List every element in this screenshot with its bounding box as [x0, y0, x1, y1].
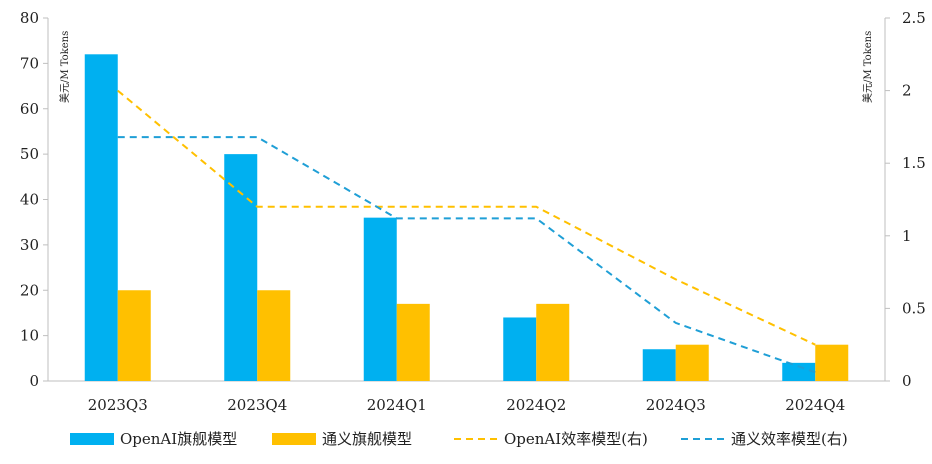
legend: OpenAI旗舰模型 通义旗舰模型 OpenAI效率模型(右) 通义效率模型(右): [70, 430, 848, 448]
legend-swatch: [272, 433, 316, 445]
legend-swatch: [70, 433, 114, 445]
left-tick-label: 30: [20, 236, 39, 254]
category-label: 2023Q4: [227, 396, 287, 414]
bar-tongyi-flagship: [257, 290, 291, 381]
tick-labels: 0 10 20 30 40 50 60 70 80 0 0.5 1 1.5 2 2.5 2023Q3 2023Q…: [20, 9, 926, 414]
bars: [84, 54, 849, 382]
legend-item: 通义旗舰模型: [272, 430, 412, 448]
right-axis-unit-label: 美元/M Tokens: [861, 31, 874, 103]
bar-openai-flagship: [782, 362, 816, 381]
bar-openai-flagship: [363, 217, 397, 381]
legend-item: OpenAI旗舰模型: [70, 430, 237, 448]
left-axis-unit-label: 美元/M Tokens: [58, 31, 71, 103]
left-tick-label: 0: [29, 372, 39, 390]
bar-tongyi-flagship: [675, 344, 709, 381]
bar-tongyi-flagship: [536, 303, 570, 381]
lines: [117, 89, 816, 374]
left-tick-label: 20: [20, 281, 39, 299]
category-label: 2024Q1: [367, 396, 427, 414]
left-tick-label: 80: [20, 9, 39, 27]
category-label: 2023Q3: [88, 396, 148, 414]
right-tick-label: 2: [902, 82, 912, 100]
left-tick-label: 70: [20, 54, 39, 72]
legend-item: 通义效率模型(右): [681, 430, 848, 448]
category-label: 2024Q4: [785, 396, 845, 414]
line-openai-efficiency: [117, 89, 816, 346]
bar-tongyi-flagship: [117, 290, 151, 381]
legend-label: 通义旗舰模型: [322, 430, 412, 448]
right-tick-label: 0: [902, 372, 912, 390]
left-tick-label: 10: [20, 327, 39, 345]
category-label: 2024Q3: [646, 396, 706, 414]
category-label: 2024Q2: [506, 396, 566, 414]
right-tick-label: 1: [902, 227, 912, 245]
bar-tongyi-flagship: [396, 303, 430, 381]
right-tick-label: 2.5: [902, 9, 926, 27]
legend-label: OpenAI旗舰模型: [120, 430, 237, 448]
left-tick-label: 40: [20, 191, 39, 209]
legend-label: OpenAI效率模型(右): [504, 430, 648, 448]
bar-openai-flagship: [642, 349, 676, 381]
right-tick-label: 1.5: [902, 154, 926, 172]
legend-item: OpenAI效率模型(右): [454, 430, 648, 448]
bar-openai-flagship: [503, 317, 537, 381]
bar-openai-flagship: [224, 154, 258, 381]
bar-openai-flagship: [84, 54, 118, 382]
bar-tongyi-flagship: [815, 344, 849, 381]
legend-label: 通义效率模型(右): [731, 430, 848, 448]
axes: [43, 17, 890, 382]
left-tick-label: 50: [20, 145, 39, 163]
right-tick-label: 0.5: [902, 299, 926, 317]
left-tick-label: 60: [20, 100, 39, 118]
line-tongyi-efficiency: [117, 136, 816, 374]
